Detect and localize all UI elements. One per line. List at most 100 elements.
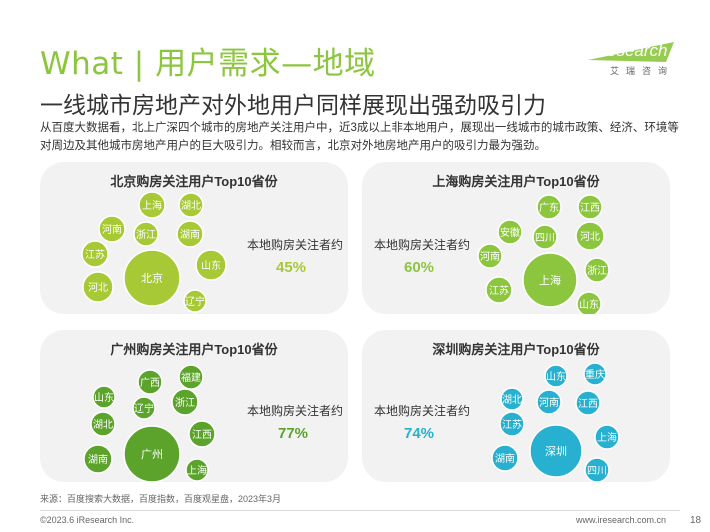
stat-label: 本地购房关注者约 [374, 404, 471, 418]
bubble [529, 424, 583, 478]
bubble [477, 243, 503, 269]
bubble-label: 山东 [579, 298, 599, 311]
bubble-label: 北京 [141, 271, 163, 285]
page-number: 18 [690, 515, 702, 526]
bubble-label: 江西 [192, 429, 212, 441]
bubble [485, 276, 513, 304]
bubble-label: 河北 [580, 231, 600, 243]
bubble-label: 湖南 [180, 228, 200, 241]
bubble [176, 220, 204, 248]
bubble-label: 四川 [535, 233, 555, 244]
bubble-label: 江苏 [489, 284, 509, 297]
bubble-label: 山东 [546, 370, 566, 383]
panel-guangzhou: 广州 福建 广西 山东 辽宁 浙江 湖北 江西 湖南 上海 广州购房关注用户Top10省份 本地购… [40, 330, 348, 482]
panel-title: 北京购房关注用户Top10省份 [110, 174, 278, 189]
bubble-label: 湖南 [88, 453, 108, 466]
website-link[interactable]: www.iresearch.com.cn [576, 515, 667, 525]
bubble-label: 广西 [140, 377, 160, 389]
panel-shenzhen: 深圳 山东 重庆 湖北 河南 江西 江苏 上海 湖南 四川 深圳购房关注用户Top10省份 本地购… [362, 330, 670, 482]
page-title: What | 用户需求—地域 [40, 46, 376, 82]
bubble [576, 291, 602, 314]
bubble-label: 江西 [580, 202, 600, 214]
bubble-label: 安徽 [500, 226, 520, 239]
bubble-label: 浙江 [587, 265, 607, 277]
page-subtitle: 一线城市房地产对外地用户同样展现出强劲吸引力 [40, 93, 546, 119]
bubble [132, 396, 156, 420]
bubble-label: 辽宁 [134, 402, 154, 415]
bubble-label: 上海 [187, 464, 207, 477]
bubble [183, 289, 207, 313]
bubble [92, 385, 116, 409]
bubble-label: 湖北 [93, 419, 113, 431]
bubble [81, 240, 109, 268]
bubble-label: 江西 [578, 398, 598, 410]
stat-value: 45% [276, 259, 307, 276]
logo-swoosh-icon [588, 42, 674, 62]
bubble-label: 河南 [480, 250, 500, 263]
bubble [532, 224, 558, 250]
panel-beijing: 北京 上海 湖北河南 浙江 湖南江苏山东河北辽宁 北京购房关注用户Top10省份 本地购… [40, 162, 348, 314]
bubble-label: 上海 [597, 431, 617, 444]
bubble [98, 215, 126, 243]
bubble [185, 458, 209, 482]
copyright: ©2023.6 iResearch Inc. [40, 515, 135, 525]
bubble-label: 河北 [88, 282, 108, 294]
panel-title: 深圳购房关注用户Top10省份 [432, 342, 600, 357]
bubble-label: 山东 [94, 391, 114, 404]
bubble [575, 221, 605, 251]
bubble-label: 重庆 [585, 368, 605, 381]
bubble [195, 249, 227, 281]
bubble [90, 411, 116, 437]
bubble [123, 425, 181, 482]
bubble [491, 444, 519, 472]
footer-divider [40, 510, 680, 511]
bubble [536, 194, 562, 220]
bubble [583, 362, 607, 386]
bubble-label: 上海 [539, 273, 561, 287]
bubble-label: 山东 [201, 259, 221, 272]
logo-subtitle: 艾瑞咨询 [610, 66, 675, 76]
bubble-label: 福建 [181, 371, 201, 384]
source-note: 来源：百度搜索大数据，百度指数，百度观星盘，2023年3月 [40, 494, 282, 504]
bubble-label: 上海 [142, 199, 162, 212]
stat-label: 本地购房关注者约 [247, 404, 344, 418]
bubble-label: 浙江 [136, 229, 156, 241]
iresearch-logo: iResearch 艾瑞咨询 [586, 40, 676, 80]
panel-title: 上海购房关注用户Top10省份 [432, 174, 600, 189]
bubble [497, 219, 523, 245]
stat-value: 60% [404, 259, 435, 276]
bubble [500, 387, 524, 411]
bubble [178, 192, 204, 218]
bubble-label: 辽宁 [185, 295, 205, 308]
bubble [522, 252, 578, 308]
bubble [575, 390, 601, 416]
bubble-label: 河南 [539, 396, 559, 409]
bubble-label: 四川 [587, 466, 607, 477]
bubble [171, 388, 199, 416]
bubble [82, 271, 114, 303]
bubble [584, 257, 610, 283]
bubble [594, 424, 620, 450]
stat-label: 本地购房关注者约 [247, 238, 344, 252]
panel-shanghai: 上海 广东 江西 安徽 四川 河北 河南 浙江 江苏 山东 上海购房关注用户Top10省份 本地购… [362, 162, 670, 314]
bubble [544, 364, 568, 388]
bubble [577, 194, 603, 220]
bubble-label: 河南 [102, 223, 122, 236]
bubble-label: 江苏 [85, 248, 105, 261]
bubble-label: 湖北 [181, 200, 201, 212]
stat-value: 77% [278, 425, 309, 442]
bubble [499, 411, 525, 437]
stat-value: 74% [404, 425, 435, 442]
bubble-label: 浙江 [175, 397, 195, 409]
bubble-label: 湖北 [502, 394, 522, 406]
bubble [188, 420, 216, 448]
logo-text: iResearch [590, 41, 668, 60]
bubble-label: 江苏 [502, 418, 522, 431]
bubble [133, 221, 159, 247]
bubble [138, 191, 166, 219]
bubble [178, 364, 204, 390]
